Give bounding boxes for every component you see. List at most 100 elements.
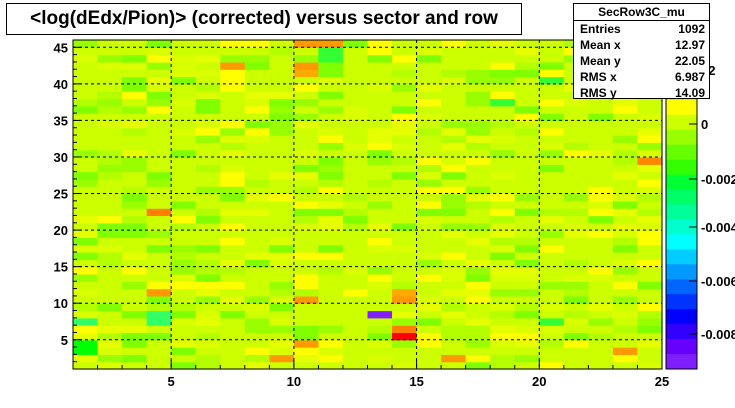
heatmap-cell <box>97 127 123 136</box>
heatmap-cell <box>318 361 344 370</box>
heatmap-cell <box>195 303 221 312</box>
heatmap-cell <box>342 113 369 122</box>
heatmap-cell <box>73 361 99 370</box>
heatmap-cell <box>146 244 172 253</box>
heatmap-cell <box>490 127 516 136</box>
heatmap-cell <box>392 259 418 268</box>
heatmap-cell <box>514 171 540 180</box>
heatmap-cell <box>588 310 614 319</box>
heatmap-cell <box>171 113 197 122</box>
heatmap-cell <box>441 325 467 334</box>
heatmap-cell <box>269 266 295 275</box>
heatmap-cell <box>342 303 369 312</box>
heatmap-cell <box>588 288 614 297</box>
heatmap-cell <box>318 135 344 143</box>
heatmap-cell <box>244 200 270 209</box>
heatmap-cell <box>367 105 393 114</box>
heatmap-cell <box>73 61 99 70</box>
heatmap-cell <box>195 149 221 158</box>
heatmap-cell <box>195 83 221 92</box>
heatmap-cell <box>122 281 148 290</box>
heatmap-cell <box>514 244 540 253</box>
heatmap-cell <box>514 98 540 107</box>
heatmap-cell <box>441 105 467 114</box>
heatmap-cell <box>612 237 639 246</box>
heatmap-cell <box>441 61 467 70</box>
heatmap-cell <box>416 215 442 224</box>
heatmap-cell <box>244 69 270 78</box>
heatmap-cell <box>342 156 369 165</box>
heatmap-cell <box>195 237 221 246</box>
heatmap-cell <box>416 40 442 48</box>
heatmap-cell <box>612 215 639 224</box>
heatmap-cell <box>465 339 491 348</box>
heatmap-cell <box>73 47 99 56</box>
heatmap-cell <box>514 281 540 290</box>
heatmap-cell <box>490 208 516 217</box>
heatmap-cell <box>563 295 589 304</box>
heatmap-cell <box>637 222 663 231</box>
heatmap-cell <box>244 164 270 173</box>
heatmap-cell <box>637 200 663 209</box>
heatmap-cell <box>514 208 540 217</box>
heatmap-cell <box>441 83 467 92</box>
heatmap-cell <box>514 347 540 355</box>
heatmap-cell <box>146 54 172 63</box>
heatmap-cell <box>514 135 540 143</box>
heatmap-cell <box>122 332 148 341</box>
heatmap-cell <box>441 120 467 129</box>
heatmap-cell <box>97 105 123 114</box>
heatmap-cell <box>637 310 663 319</box>
heatmap-cell <box>171 156 197 165</box>
heatmap-cell <box>490 40 516 48</box>
stats-label: RMS y <box>580 86 617 100</box>
heatmap-cell <box>97 347 123 355</box>
heatmap-cell <box>122 105 148 114</box>
heatmap-cell <box>146 230 172 238</box>
heatmap-cell <box>122 200 148 209</box>
heatmap-cell <box>392 91 418 100</box>
heatmap-cell <box>122 47 148 56</box>
heatmap-cell <box>73 347 99 355</box>
heatmap-cell <box>269 120 295 129</box>
heatmap-cell <box>293 171 320 180</box>
heatmap-cell <box>539 156 565 165</box>
heatmap-cell <box>146 76 172 85</box>
heatmap-cell <box>244 222 270 231</box>
heatmap-cell <box>146 83 172 92</box>
heatmap-cell <box>392 288 418 297</box>
heatmap-cell <box>441 273 467 282</box>
heatmap-cell <box>293 127 320 136</box>
heatmap-cell <box>342 266 369 275</box>
heatmap-cell <box>220 178 246 187</box>
heatmap-cell <box>269 178 295 187</box>
heatmap-cell <box>392 252 418 260</box>
heatmap-cell <box>539 120 565 129</box>
heatmap-cell <box>392 47 418 56</box>
heatmap-cell <box>465 127 491 136</box>
heatmap-cell <box>392 178 418 187</box>
heatmap-cell <box>73 83 99 92</box>
heatmap-cell <box>416 281 442 290</box>
heatmap-cell <box>73 237 99 246</box>
heatmap-cell <box>514 47 540 56</box>
heatmap-cell <box>392 317 418 326</box>
heatmap-cell <box>563 288 589 297</box>
heatmap-cell <box>171 105 197 114</box>
heatmap-cell <box>416 83 442 92</box>
heatmap-cell <box>465 230 491 238</box>
heatmap-cell <box>416 317 442 326</box>
heatmap-cell <box>195 61 221 70</box>
heatmap-cell <box>318 354 344 363</box>
heatmap-cell <box>73 76 99 85</box>
heatmap-cell <box>146 91 172 100</box>
heatmap-cell <box>146 135 172 143</box>
heatmap-cell <box>367 98 393 107</box>
heatmap-cell <box>293 142 320 151</box>
heatmap-cell <box>392 273 418 282</box>
heatmap-cell <box>342 325 369 334</box>
heatmap-cell <box>73 266 99 275</box>
heatmap-cell <box>465 354 491 363</box>
heatmap-cell <box>318 69 344 78</box>
stats-value: 1092 <box>678 22 705 36</box>
